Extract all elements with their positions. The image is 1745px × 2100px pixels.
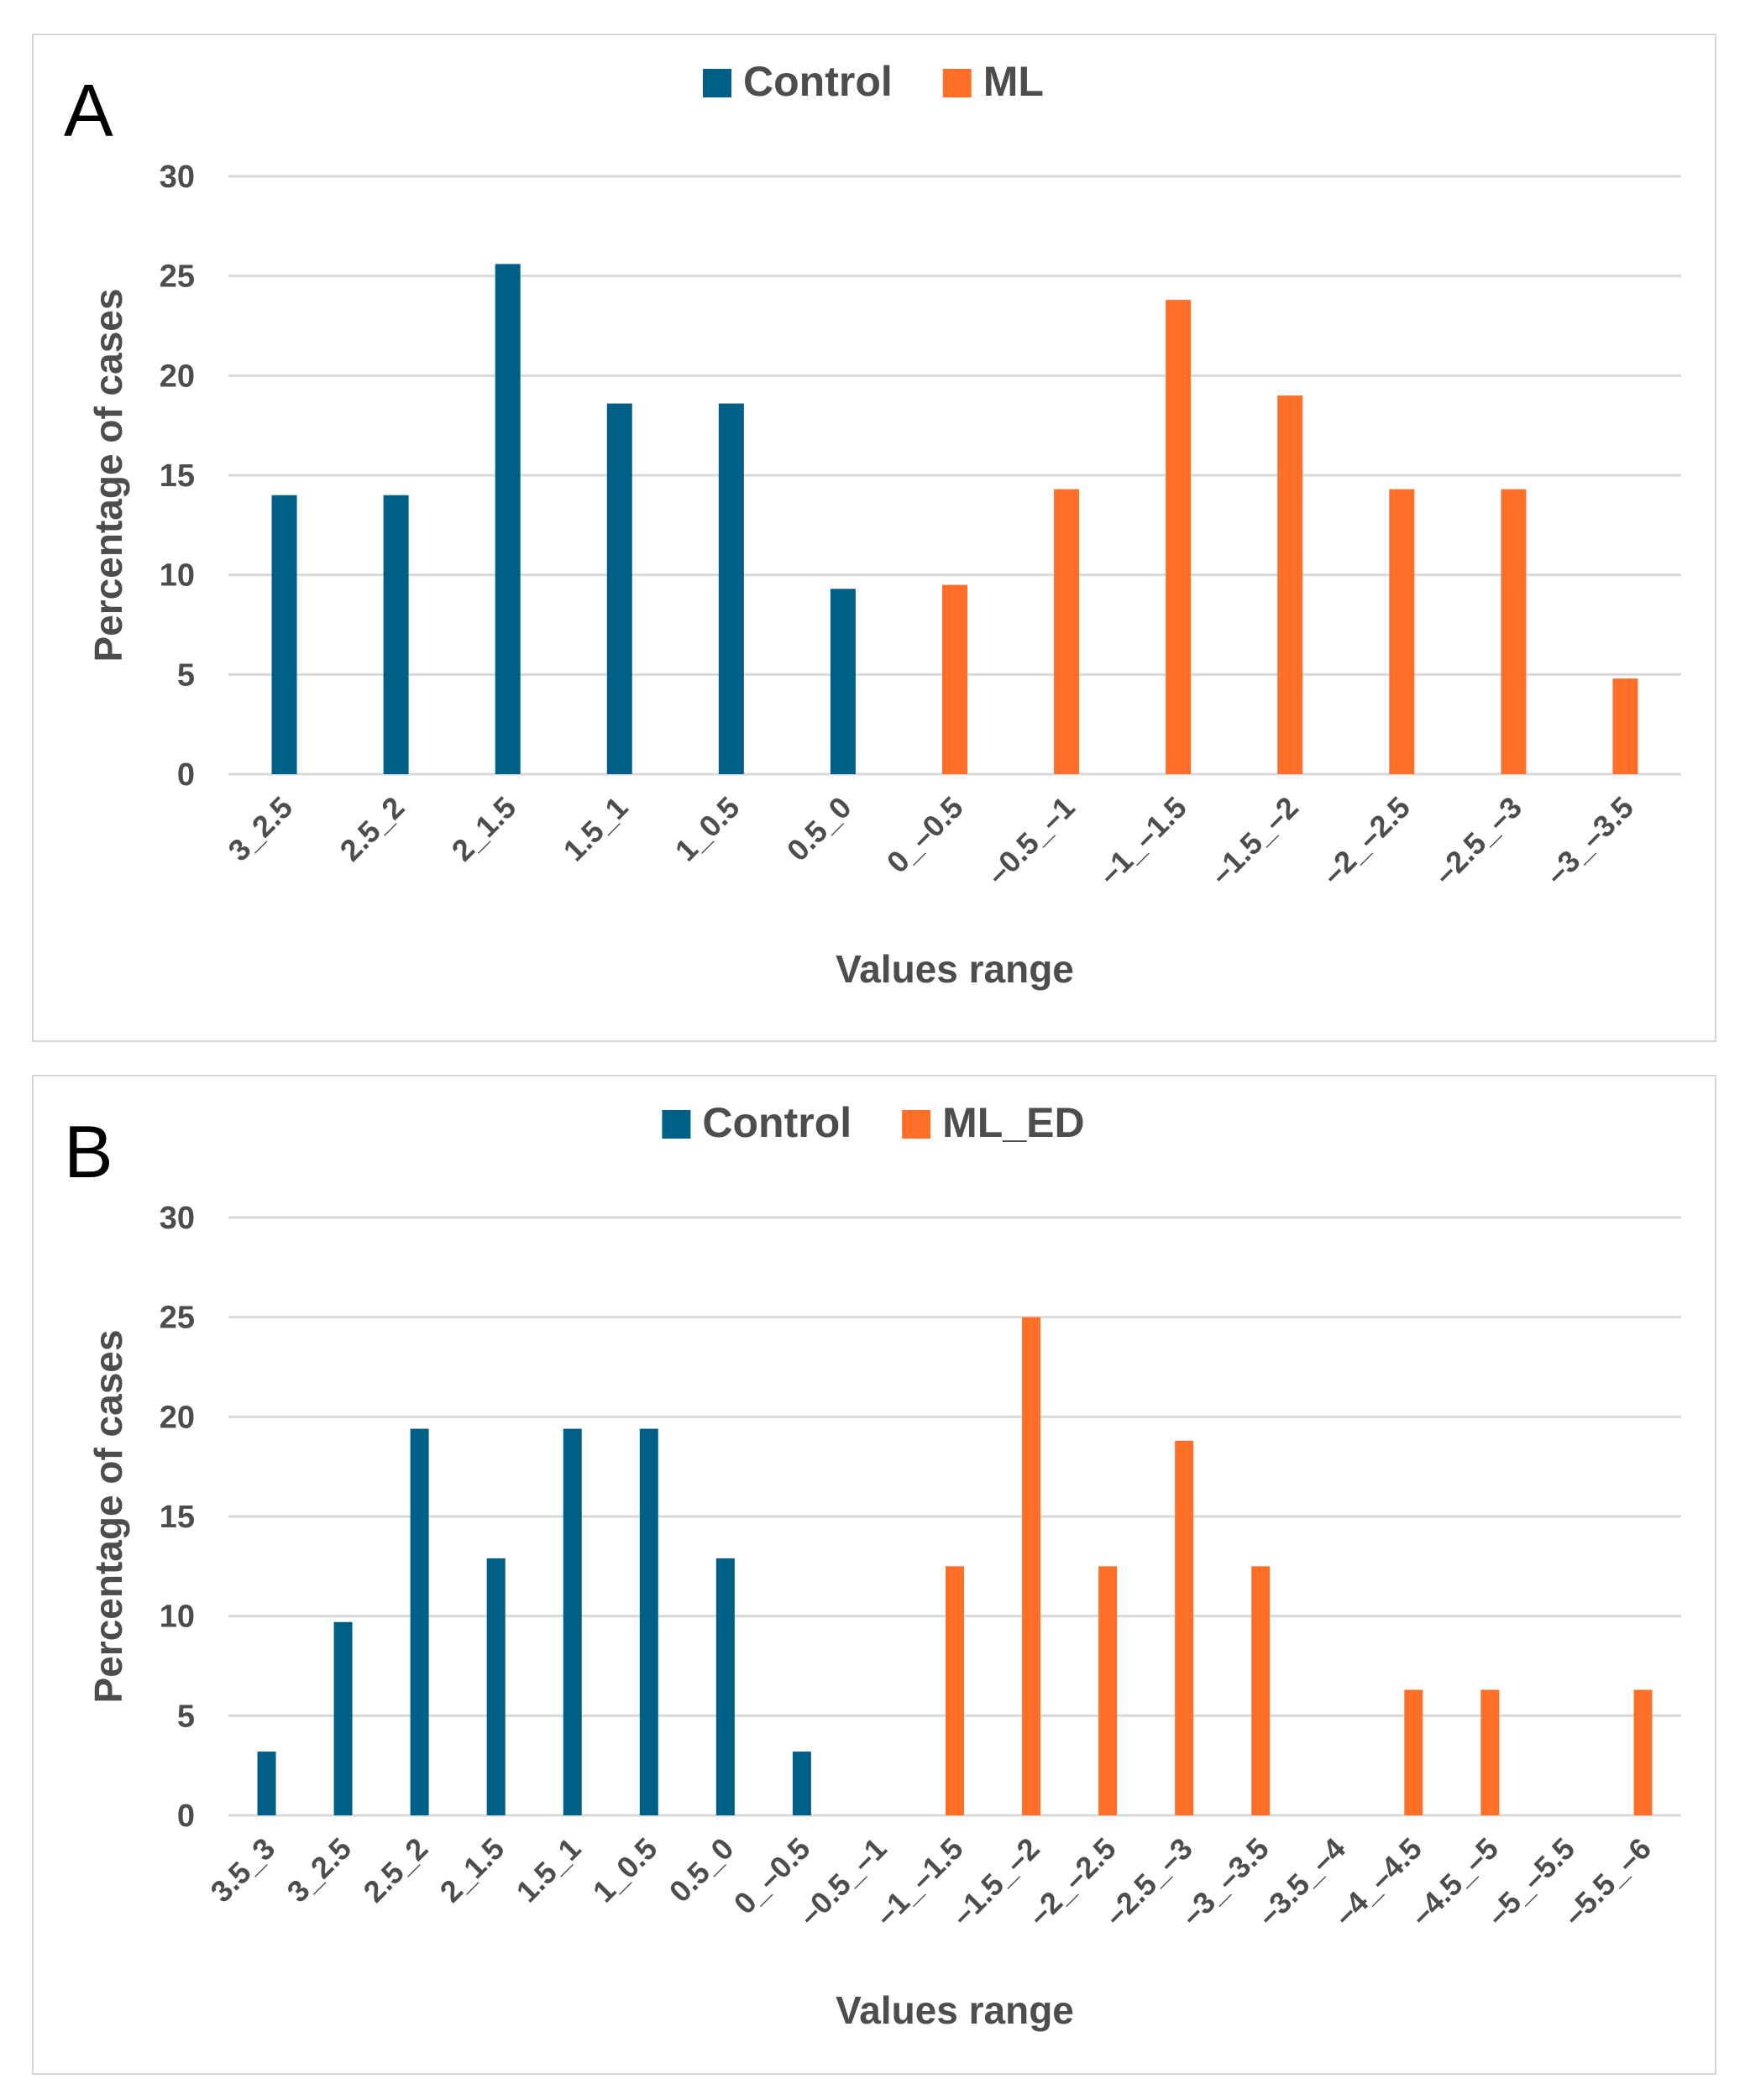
bar-control bbox=[715, 1558, 735, 1815]
bar-ml-ed bbox=[1404, 1689, 1423, 1815]
bar-control bbox=[718, 403, 744, 774]
y-axis-label: Percentage of cases bbox=[86, 289, 130, 662]
bar-control bbox=[410, 1428, 429, 1815]
x-axis-label: Values range bbox=[836, 947, 1074, 991]
y-tick-label: 0 bbox=[177, 757, 195, 793]
legend-label: Control bbox=[702, 1099, 852, 1146]
bar-control bbox=[257, 1752, 276, 1815]
x-axis-label: Values range bbox=[836, 1988, 1074, 2032]
bar-ml bbox=[1277, 395, 1303, 774]
bar-control bbox=[383, 495, 409, 774]
bar-control bbox=[830, 589, 856, 774]
legend: Control ML bbox=[703, 58, 1044, 105]
y-tick-label: 5 bbox=[177, 1699, 195, 1734]
chart-a-svg: A 0 5 10 15 20 25 30 3_2.5 2.5_2 2_1.5 1.5_1 1_0.5 0.… bbox=[64, 58, 1681, 991]
y-tick-label: 20 bbox=[160, 1400, 195, 1435]
x-tick-label: 2.5_2 bbox=[357, 1831, 435, 1909]
y-tick-label: 25 bbox=[160, 1301, 195, 1336]
x-tick-label: –0.5_–1 bbox=[980, 790, 1082, 892]
y-tick-label: 20 bbox=[160, 359, 195, 394]
x-tick-label: 1_0.5 bbox=[586, 1831, 664, 1909]
x-tick-label: 2.5_2 bbox=[333, 790, 411, 868]
bar-control bbox=[606, 403, 632, 774]
y-tick-label: 10 bbox=[160, 558, 195, 594]
bar-control bbox=[792, 1752, 811, 1815]
bar-control bbox=[563, 1428, 582, 1815]
x-tick-label: –3_–3.5 bbox=[1538, 790, 1640, 892]
x-tick-label: 3_2.5 bbox=[221, 790, 299, 868]
panel-label: A bbox=[64, 69, 113, 152]
bar-control bbox=[639, 1428, 658, 1815]
x-tick-label: –2.5_–3 bbox=[1427, 790, 1528, 892]
y-tick-label: 25 bbox=[160, 259, 195, 295]
x-tick-label: 3_2.5 bbox=[280, 1831, 359, 1909]
y-tick-label: 10 bbox=[160, 1600, 195, 1635]
bar-ml bbox=[1389, 489, 1415, 774]
y-tick-label: 5 bbox=[177, 657, 195, 693]
y-tick-label: 15 bbox=[160, 458, 195, 494]
chart-panel-a: A 0 5 10 15 20 25 30 3_2.5 2.5_2 2_1.5 1.5_1 1_0.5 0.… bbox=[32, 34, 1716, 1042]
y-tick-label: 15 bbox=[160, 1500, 195, 1535]
x-tick-label: 2_1.5 bbox=[433, 1831, 511, 1909]
x-tick-label: –1_–1.5 bbox=[1092, 790, 1193, 892]
bar-control bbox=[495, 264, 521, 775]
legend: Control ML_ED bbox=[662, 1099, 1085, 1146]
bar-ml bbox=[942, 584, 967, 774]
y-axis-label: Percentage of cases bbox=[86, 1330, 130, 1704]
x-tick-label: 1.5_1 bbox=[557, 790, 635, 868]
x-tick-label: –2_–2.5 bbox=[1315, 790, 1417, 892]
x-tick-label: 0_–0.5 bbox=[880, 790, 970, 880]
bar-ml-ed bbox=[1098, 1566, 1118, 1815]
bar-ml bbox=[1612, 678, 1638, 774]
bar-ml bbox=[1166, 300, 1192, 774]
bar-ml-ed bbox=[1022, 1317, 1041, 1815]
x-tick-label: –1.5_–2 bbox=[1203, 790, 1305, 892]
bar-ml-ed bbox=[1175, 1440, 1194, 1815]
bar-ml-ed bbox=[1633, 1689, 1653, 1815]
legend-swatch bbox=[942, 69, 972, 97]
x-tick-label: 2_1.5 bbox=[445, 790, 523, 868]
legend-label: ML_ED bbox=[942, 1099, 1084, 1146]
y-tick-label: 30 bbox=[160, 160, 195, 195]
chart-panel-b: B 0 5 10 15 20 25 30 3.5_3 3_2.5 2.5_2 2_1.5 1.5_1 1_… bbox=[32, 1075, 1716, 2075]
legend-swatch bbox=[703, 69, 732, 97]
legend-swatch bbox=[902, 1110, 931, 1139]
x-tick-label: 0.5_0 bbox=[780, 790, 858, 868]
bar-control bbox=[333, 1621, 353, 1815]
x-tick-label: 1.5_1 bbox=[510, 1831, 588, 1909]
legend-label: ML bbox=[983, 58, 1044, 105]
bar-control bbox=[486, 1558, 506, 1815]
bar-ml bbox=[1054, 489, 1080, 774]
bar-ml bbox=[1501, 489, 1527, 774]
y-tick-label: 30 bbox=[160, 1201, 195, 1236]
chart-b-svg: B 0 5 10 15 20 25 30 3.5_33_2.52.5_22_1.51.5_11_… bbox=[64, 1099, 1681, 2032]
y-tick-label: 0 bbox=[177, 1799, 195, 1834]
bar-ml-ed bbox=[1480, 1689, 1500, 1815]
bar-ml-ed bbox=[1251, 1566, 1271, 1815]
panel-label: B bbox=[64, 1110, 113, 1193]
legend-swatch bbox=[662, 1110, 691, 1139]
x-tick-label: 1_0.5 bbox=[668, 790, 747, 868]
x-tick-label: 3.5_3 bbox=[203, 1831, 281, 1909]
bar-ml-ed bbox=[946, 1566, 964, 1815]
legend-label: Control bbox=[743, 58, 893, 105]
bar-control bbox=[271, 495, 297, 774]
